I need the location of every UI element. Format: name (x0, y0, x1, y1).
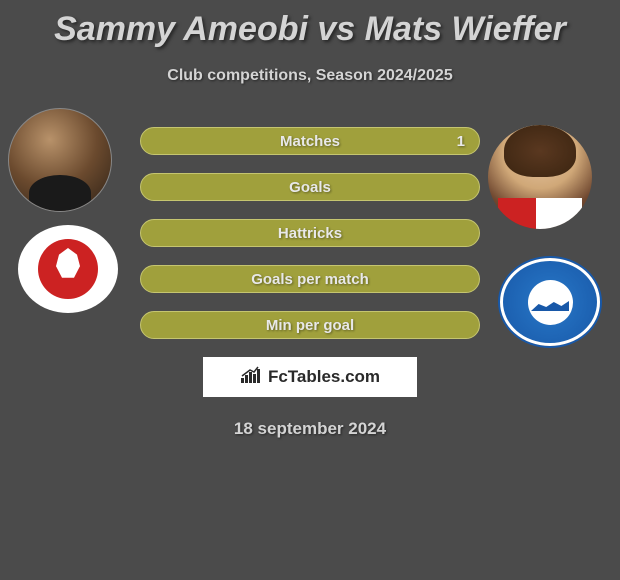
comparison-title: Sammy Ameobi vs Mats Wieffer (0, 0, 620, 49)
comparison-date: 18 september 2024 (0, 419, 620, 439)
stat-label: Matches (280, 133, 340, 150)
chart-icon (240, 366, 262, 389)
club-right-badge (500, 258, 600, 346)
stat-label: Goals per match (251, 271, 369, 288)
stat-label: Min per goal (266, 317, 354, 334)
stat-bar-min-per-goal: Min per goal (140, 311, 480, 339)
player-right-avatar (488, 125, 592, 229)
stat-bar-goals: Goals (140, 173, 480, 201)
stat-bar-hattricks: Hattricks (140, 219, 480, 247)
site-logo-text: FcTables.com (268, 367, 380, 387)
club-left-badge (18, 225, 118, 313)
site-logo-box: FcTables.com (203, 357, 417, 397)
stat-bar-matches: Matches 1 (140, 127, 480, 155)
stat-bar-goals-per-match: Goals per match (140, 265, 480, 293)
stat-label: Hattricks (278, 225, 342, 242)
comparison-subtitle: Club competitions, Season 2024/2025 (0, 67, 620, 85)
stat-value-right: 1 (457, 133, 465, 150)
player-left-avatar (8, 108, 112, 212)
stat-label: Goals (289, 179, 331, 196)
